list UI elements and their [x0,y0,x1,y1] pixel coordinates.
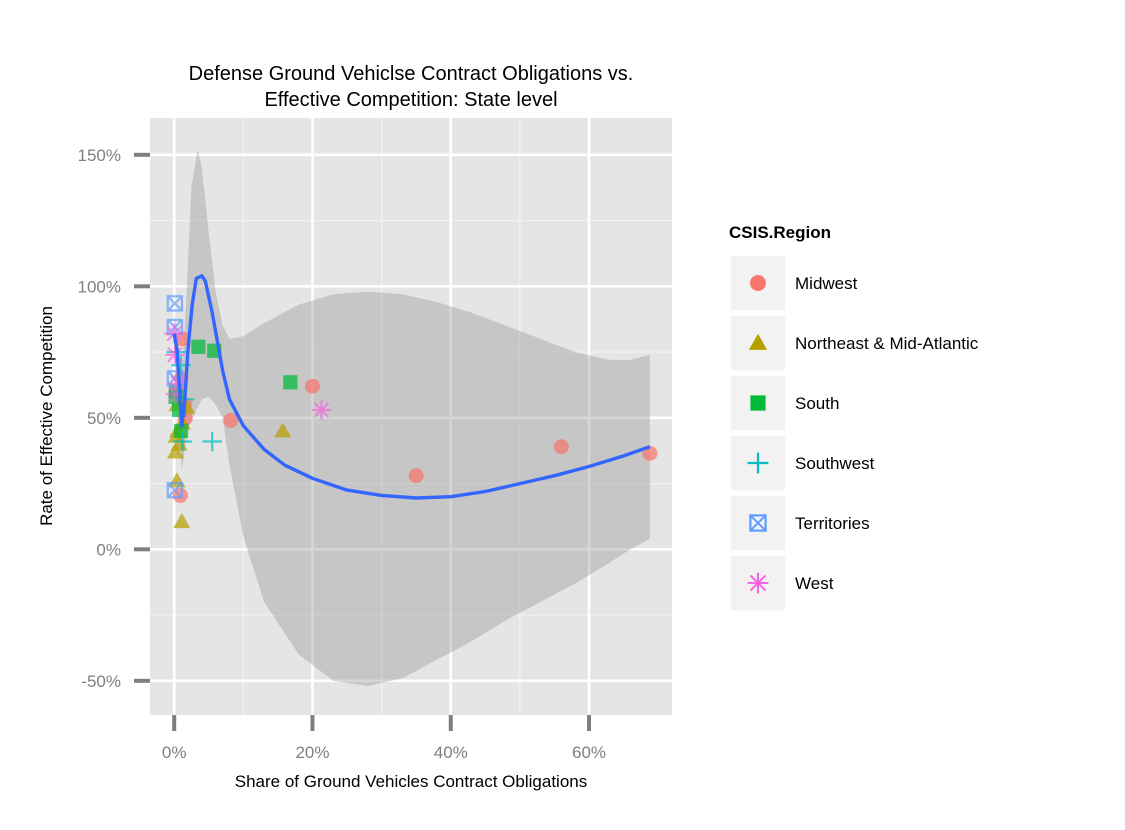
legend-item-northeast-mid-atlantic: Northeast & Mid-Atlantic [729,314,979,372]
legend-key-south [750,395,766,411]
x-tick-label: 40% [434,743,468,762]
legend-title: CSIS.Region [729,223,831,242]
y-axis-label: Rate of Effective Competition [37,306,56,526]
marker-box [166,481,184,499]
legend-label-territories: Territories [795,514,870,533]
marker-box [166,295,184,312]
y-tick-label: 0% [96,540,121,559]
marker-ast-d2 [167,346,183,363]
y-axis: -50% 0% 50% 100% 150% [78,146,150,691]
marker-circle [223,412,239,428]
marker-triangle [173,513,191,529]
data-point-midwest [553,439,569,455]
marker-circle [304,378,320,394]
data-point-northeast-mid-atlantic [173,513,191,529]
legend-key-midwest [750,275,766,291]
data-point-midwest [304,378,320,394]
legend-key-box [729,374,787,432]
y-tick-label: 150% [78,146,121,165]
chart-title-line-2: Effective Competition: State level [264,89,557,111]
marker-square [173,423,189,439]
legend-key-northeast-mid-atlantic [748,333,768,350]
data-point-southwest [202,431,222,452]
marker-circle [750,275,766,291]
data-point-northeast-mid-atlantic [274,422,292,438]
data-point-south [173,423,189,439]
legend-key-territories [749,514,767,532]
marker-ast-d2 [166,325,182,342]
data-point-northeast-mid-atlantic [166,443,185,459]
marker-triangle [748,333,768,350]
marker-triangle [166,443,185,459]
y-tick-label: 50% [87,409,121,428]
data-point-midwest [223,412,239,428]
chart-title-line-1: Defense Ground Vehiclse Contract Obligat… [189,63,634,85]
legend-label-south: South [795,394,839,413]
marker-box [749,514,767,532]
x-tick-label: 60% [572,743,606,762]
x-tick-label: 0% [162,743,187,762]
data-point-territories [166,481,184,499]
marker-square [283,375,298,390]
legend-label-southwest: Southwest [795,454,875,473]
marker-square [191,339,206,354]
legend-label-midwest: Midwest [795,274,858,293]
marker-cross-b [749,514,767,532]
smooth-fit-line [172,274,651,500]
minor-gridlines [150,118,672,715]
legend-item-territories: Territories [729,494,870,552]
confidence-band-layer [174,149,650,687]
smooth-line-layer [172,274,651,500]
legend-item-southwest: Southwest [729,434,875,492]
data-point-midwest [408,468,424,484]
marker-square [750,395,766,411]
marker-circle [553,439,569,455]
legend-key-southwest [747,452,769,474]
legend-label-northeast-mid-atlantic: Northeast & Mid-Atlantic [795,334,979,353]
x-axis-label: Share of Ground Vehicles Contract Obliga… [235,772,587,791]
data-point-west [311,400,332,420]
data-point-southwest [172,431,193,452]
marker-cross-b [167,295,183,312]
data-point-west [165,344,185,365]
marker-ast-d2 [749,574,767,592]
legend-items: Midwest Northeast & Mid-Atlantic South Sout… [729,254,979,612]
legend-key-west [747,572,769,594]
confidence-band [174,149,650,687]
x-axis: 0% 20% 40% 60% [162,715,606,762]
data-point-south [283,375,298,390]
legend-item-midwest: Midwest [729,254,858,312]
legend-label-west: West [795,574,834,593]
data-point-south [191,339,206,354]
legend-item-west: West [729,554,834,612]
marker-ast-d2 [313,402,330,418]
marker-triangle [274,422,292,438]
legend: CSIS.Region Midwest Northeast & Mid-Atlan… [729,223,979,612]
marker-circle [408,468,424,484]
y-tick-label: -50% [81,672,121,691]
legend-item-south: South [729,374,839,432]
marker-cross-b [167,482,183,498]
x-tick-label: 20% [295,743,329,762]
y-tick-label: 100% [78,277,121,296]
data-point-territories [166,295,184,312]
